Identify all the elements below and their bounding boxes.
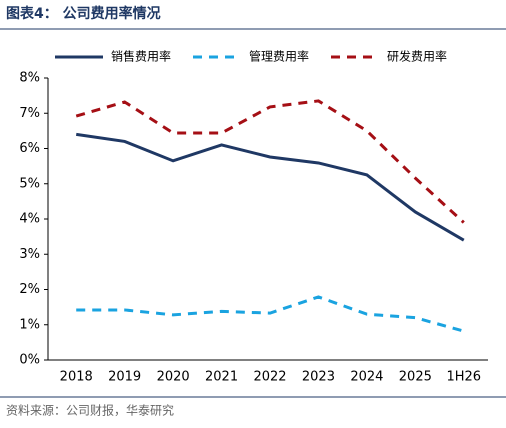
x-tick-label: 2019 — [108, 370, 141, 385]
chart-title: 图表4： 公司费用率情况 — [6, 5, 161, 22]
series-line — [76, 132, 465, 242]
source-note: 资料来源：公司财报，华泰研究 — [6, 403, 174, 418]
x-tick-label: 2024 — [350, 370, 383, 385]
legend-label: 研发费用率 — [387, 49, 447, 64]
y-tick-label: 5% — [19, 176, 40, 191]
legend-label: 管理费用率 — [249, 49, 309, 64]
series-line — [75, 99, 465, 224]
y-tick-label: 7% — [19, 106, 40, 121]
x-tick-label: 1H26 — [446, 370, 481, 385]
x-tick-label: 2022 — [253, 370, 286, 385]
x-tick-label: 2023 — [302, 370, 335, 385]
y-tick-label: 1% — [19, 317, 40, 332]
y-tick-label: 4% — [19, 212, 40, 227]
y-tick-label: 0% — [19, 353, 40, 368]
x-tick-label: 2025 — [399, 370, 432, 385]
y-tick-label: 6% — [19, 141, 40, 156]
legend-label: 销售费用率 — [111, 49, 171, 64]
y-tick-label: 2% — [19, 282, 40, 297]
y-tick-label: 3% — [19, 247, 40, 262]
x-tick-label: 2018 — [60, 370, 93, 385]
series-line — [76, 295, 465, 333]
x-tick-label: 2020 — [157, 370, 190, 385]
y-tick-label: 8% — [19, 71, 40, 86]
x-tick-label: 2021 — [205, 370, 238, 385]
